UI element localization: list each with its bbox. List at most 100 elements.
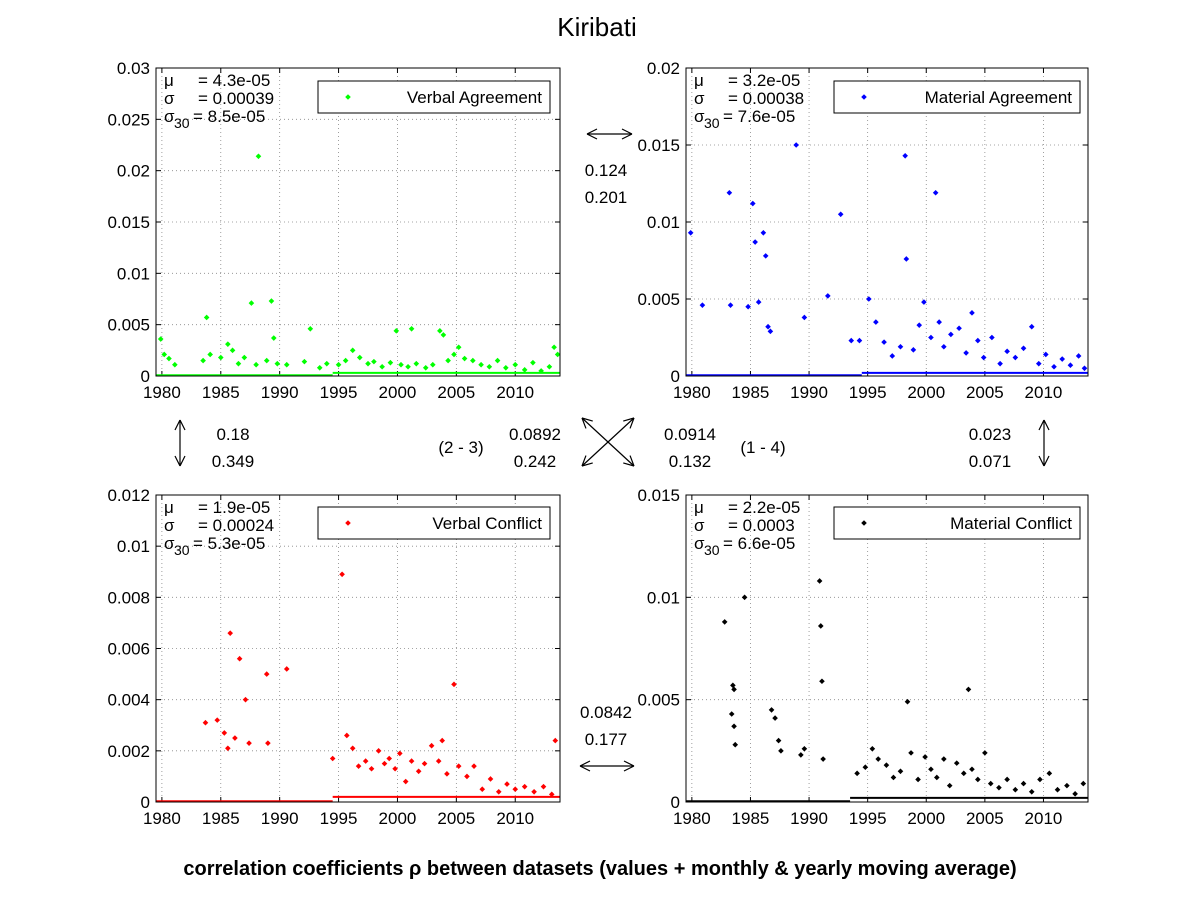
corr-vc-mc-monthly: 0.0842 xyxy=(580,703,632,722)
data-point xyxy=(546,363,553,370)
sigma30-symbol: σ xyxy=(694,534,705,553)
x-tick-label: 1995 xyxy=(320,383,358,402)
data-point xyxy=(552,737,559,744)
data-point xyxy=(969,310,975,316)
data-point xyxy=(1072,791,1078,797)
sigma-value: = 0.00038 xyxy=(728,89,804,108)
data-point xyxy=(512,786,519,793)
data-point xyxy=(946,782,953,789)
legend-marker xyxy=(861,520,867,526)
sigma30-subscript: 30 xyxy=(704,542,720,558)
data-point xyxy=(903,256,910,262)
data-point xyxy=(793,142,799,148)
data-point xyxy=(956,325,962,332)
sigma-value: = 0.00024 xyxy=(198,516,274,535)
arrow-va-vc xyxy=(174,419,186,467)
x-tick-label: 1985 xyxy=(732,809,770,828)
data-point xyxy=(379,363,385,370)
y-tick-label: 0.01 xyxy=(117,537,150,556)
data-point xyxy=(1004,776,1010,783)
data-point xyxy=(494,357,501,364)
y-tick-label: 0 xyxy=(671,793,680,812)
corr-vc-mc-yearly: 0.177 xyxy=(585,730,628,749)
data-point xyxy=(521,783,528,790)
y-tick-label: 0.006 xyxy=(107,640,150,659)
axes-frame xyxy=(155,67,561,377)
y-tick-label: 0.008 xyxy=(107,588,150,607)
data-point xyxy=(375,748,382,754)
data-point xyxy=(916,322,923,328)
data-point xyxy=(217,354,224,361)
data-point xyxy=(339,571,345,578)
data-point xyxy=(451,681,457,688)
data-point xyxy=(965,686,972,693)
data-point xyxy=(392,765,398,772)
legend-label: Material Agreement xyxy=(925,88,1073,107)
x-tick-label: 2000 xyxy=(379,809,417,828)
data-point xyxy=(1067,362,1074,369)
data-point xyxy=(721,619,728,625)
legend-box xyxy=(833,506,1081,540)
y-tick-label: 0 xyxy=(671,367,680,386)
data-point xyxy=(1081,365,1088,372)
data-point xyxy=(866,296,872,302)
data-point xyxy=(335,361,342,368)
mu-value: = 4.3e-05 xyxy=(198,71,270,90)
data-point xyxy=(755,299,762,305)
sigma-symbol: σ xyxy=(694,516,705,535)
data-point xyxy=(932,189,939,196)
sigma30-value: = 6.6e-05 xyxy=(723,534,795,553)
data-point xyxy=(699,302,706,308)
legend-label: Verbal Conflict xyxy=(432,514,542,533)
data-point xyxy=(801,314,808,321)
x-tick-label: 1990 xyxy=(261,809,299,828)
data-point xyxy=(875,756,882,762)
data-point xyxy=(987,780,994,787)
data-point xyxy=(554,351,561,358)
panel-va: 1980 1985 1990 1995 2000 2005 2010 0 0.005 0.01 0.… xyxy=(107,59,561,402)
data-point xyxy=(752,239,758,245)
legend: Verbal Agreement xyxy=(317,80,551,114)
data-point xyxy=(398,361,404,368)
corr-ma-mc-yearly: 0.071 xyxy=(969,452,1012,471)
legend-marker xyxy=(345,94,351,100)
sigma-value: = 0.0003 xyxy=(728,516,795,535)
data-point xyxy=(157,336,164,342)
data-point xyxy=(760,229,767,236)
data-point xyxy=(960,770,967,777)
sigma-symbol: σ xyxy=(164,516,175,535)
data-point xyxy=(1080,780,1087,787)
data-point xyxy=(408,325,415,332)
x-tick-label: 2010 xyxy=(496,383,534,402)
data-point xyxy=(731,686,737,693)
panel-mc: 1980 1985 1990 1995 2000 2005 2010 0 0.005 0.01 0.… xyxy=(637,486,1089,828)
corr-diag-14-yearly: 0.132 xyxy=(669,452,712,471)
data-point xyxy=(980,354,987,361)
axes-frame xyxy=(685,67,1089,377)
y-tick-label: 0.005 xyxy=(637,691,680,710)
data-point xyxy=(921,299,927,305)
data-point xyxy=(301,358,308,365)
y-tick-label: 0.004 xyxy=(107,691,150,710)
data-point xyxy=(349,745,356,752)
data-point xyxy=(910,347,917,353)
x-tick-label: 1995 xyxy=(849,809,887,828)
data-point xyxy=(316,364,323,371)
data-point xyxy=(263,671,270,677)
x-tick-label: 1980 xyxy=(673,809,711,828)
diag-23-label: (2 - 3) xyxy=(438,438,483,457)
data-point xyxy=(521,367,528,373)
data-point xyxy=(253,361,259,368)
x-tick-label: 2010 xyxy=(1025,383,1063,402)
data-point xyxy=(897,343,904,350)
sigma30-subscript: 30 xyxy=(704,115,720,131)
data-point xyxy=(1075,353,1082,359)
data-point xyxy=(283,361,290,368)
y-tick-label: 0.015 xyxy=(637,136,680,155)
data-point xyxy=(854,770,860,777)
correlation-arrows xyxy=(174,128,1050,772)
x-tick-label: 2005 xyxy=(437,383,475,402)
data-point xyxy=(1054,786,1061,793)
corr-va-ma-monthly: 0.124 xyxy=(585,161,628,180)
diag-14-label: (1 - 4) xyxy=(740,438,785,457)
